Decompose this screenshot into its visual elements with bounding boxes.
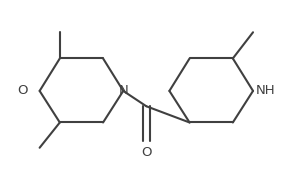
Text: O: O (17, 84, 28, 97)
Text: NH: NH (256, 84, 276, 97)
Text: O: O (141, 146, 152, 159)
Text: N: N (118, 84, 128, 97)
